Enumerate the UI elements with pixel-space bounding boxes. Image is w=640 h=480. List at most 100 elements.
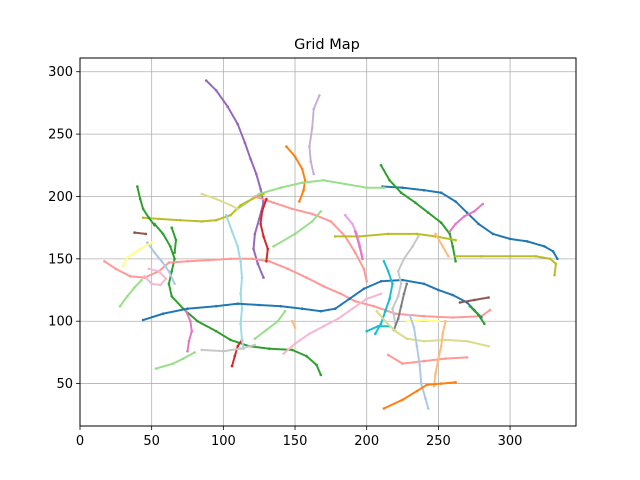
data-point bbox=[472, 298, 476, 302]
data-point bbox=[379, 164, 383, 167]
data-point bbox=[187, 339, 191, 343]
data-point bbox=[146, 241, 149, 244]
data-point bbox=[126, 295, 129, 298]
series-19 bbox=[121, 241, 153, 268]
data-point bbox=[543, 245, 546, 248]
data-point bbox=[401, 398, 404, 402]
series-line bbox=[253, 195, 368, 283]
data-point bbox=[365, 297, 369, 301]
x-tick-label: 300 bbox=[498, 434, 523, 449]
data-point bbox=[419, 382, 423, 385]
data-point bbox=[243, 141, 247, 145]
data-point bbox=[408, 313, 412, 317]
data-point bbox=[254, 172, 258, 176]
data-point bbox=[508, 254, 512, 258]
data-point bbox=[141, 216, 145, 219]
series-line bbox=[259, 198, 269, 263]
data-point bbox=[103, 260, 106, 263]
data-point bbox=[262, 235, 265, 238]
data-point bbox=[189, 319, 192, 323]
data-point bbox=[439, 344, 443, 348]
data-point bbox=[259, 222, 262, 226]
y-tick-label: 100 bbox=[48, 315, 73, 330]
data-point bbox=[451, 293, 455, 297]
grid-lines bbox=[79, 58, 576, 426]
data-point bbox=[214, 218, 218, 222]
data-point bbox=[427, 407, 430, 410]
x-tick-label: 250 bbox=[426, 434, 451, 449]
data-point bbox=[279, 304, 283, 308]
series-line bbox=[374, 260, 394, 335]
data-point bbox=[362, 287, 366, 291]
data-point bbox=[150, 282, 153, 286]
data-point bbox=[253, 232, 257, 236]
data-point bbox=[382, 260, 386, 263]
data-point bbox=[405, 337, 409, 341]
data-point bbox=[233, 354, 237, 358]
data-point bbox=[214, 304, 218, 308]
data-point bbox=[143, 275, 146, 278]
data-point bbox=[405, 319, 409, 323]
data-point bbox=[415, 389, 419, 393]
data-point bbox=[169, 245, 172, 248]
data-point bbox=[372, 304, 376, 308]
series-line bbox=[308, 94, 321, 175]
data-point bbox=[351, 222, 354, 226]
data-point bbox=[481, 202, 485, 206]
data-point bbox=[200, 192, 204, 196]
data-point bbox=[266, 247, 270, 251]
series-line bbox=[143, 267, 167, 286]
series-line bbox=[142, 279, 483, 321]
data-point bbox=[290, 207, 294, 211]
data-point bbox=[229, 338, 232, 342]
data-point bbox=[391, 282, 394, 286]
data-point bbox=[388, 179, 391, 182]
data-point bbox=[465, 339, 469, 343]
y-tick-label: 250 bbox=[48, 128, 73, 143]
data-point bbox=[358, 235, 361, 238]
data-point bbox=[444, 357, 447, 360]
series-12 bbox=[200, 192, 239, 211]
data-point bbox=[362, 267, 366, 271]
series-24 bbox=[184, 309, 194, 353]
data-point bbox=[534, 254, 538, 258]
data-point bbox=[310, 220, 314, 223]
data-point bbox=[379, 292, 383, 296]
data-point bbox=[239, 203, 242, 207]
data-point bbox=[150, 241, 153, 244]
data-point bbox=[305, 276, 308, 279]
data-point bbox=[312, 107, 316, 111]
data-point bbox=[399, 304, 403, 308]
series-line bbox=[225, 214, 245, 350]
data-point bbox=[276, 319, 280, 323]
data-point bbox=[319, 373, 323, 377]
data-point bbox=[173, 251, 176, 254]
data-point bbox=[465, 211, 469, 214]
data-point bbox=[267, 260, 271, 263]
data-point bbox=[448, 232, 452, 236]
data-point bbox=[300, 181, 304, 184]
data-point bbox=[422, 282, 426, 286]
data-point bbox=[171, 362, 175, 365]
data-point bbox=[265, 328, 268, 332]
data-point bbox=[256, 262, 260, 266]
data-point bbox=[402, 257, 406, 261]
data-point bbox=[229, 203, 232, 207]
data-point bbox=[153, 222, 156, 226]
data-point bbox=[396, 270, 400, 273]
data-point bbox=[126, 256, 129, 259]
data-point bbox=[319, 210, 323, 213]
data-point bbox=[451, 316, 455, 319]
data-point bbox=[458, 301, 462, 304]
series-line bbox=[142, 193, 265, 223]
data-point bbox=[147, 216, 151, 219]
data-point bbox=[386, 353, 390, 357]
data-point bbox=[153, 251, 156, 254]
data-point bbox=[422, 314, 426, 318]
data-point bbox=[161, 232, 165, 236]
data-point bbox=[432, 384, 436, 388]
data-point bbox=[386, 270, 390, 273]
data-point bbox=[174, 238, 178, 242]
data-point bbox=[477, 313, 480, 317]
